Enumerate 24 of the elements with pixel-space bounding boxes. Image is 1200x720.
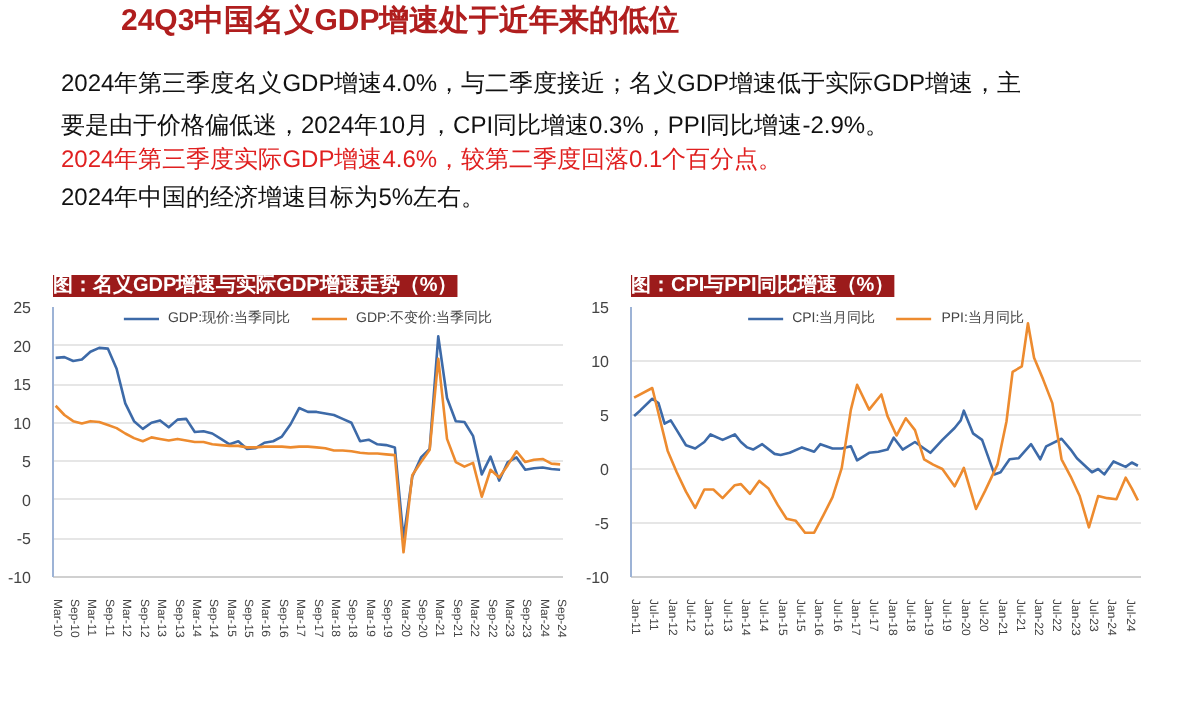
y-tick-label: 20 xyxy=(13,337,33,356)
y-tick-label: 10 xyxy=(591,353,611,371)
chart-title: 图：名义GDP增速与实际GDP增速走势（%） xyxy=(53,273,458,297)
text: 2024年第三季度实际GDP增速4.6%，较第二季度回落0.1个百分点。 xyxy=(61,145,783,173)
y-tick-label: 15 xyxy=(591,299,611,317)
y-tick-label: 25 xyxy=(13,299,33,317)
y-tick-label: 5 xyxy=(600,407,611,425)
y-tick-label: 0 xyxy=(22,491,33,510)
text: 2024年第三季度名义GDP增速4.0%，与二季度接近；名义GDP增速低于实际GDP增速，主要是由于价格偏低迷，2024年10月，CPI同比增速0.3%，PPI同比增速-2.9%。 xyxy=(61,69,1022,139)
line-series xyxy=(54,335,562,540)
text: 24Q3中国名义GDP增速处于近年来的低位 xyxy=(121,2,680,38)
line-series xyxy=(632,321,1140,535)
line-series xyxy=(632,397,1140,476)
y-tick-label: -5 xyxy=(594,515,611,533)
y-tick-label: 10 xyxy=(13,414,33,433)
y-tick-label: 15 xyxy=(13,376,33,395)
line-series xyxy=(54,357,562,554)
y-tick-label: -10 xyxy=(7,569,33,587)
y-tick-label: -5 xyxy=(16,530,33,549)
text: 2024年中国的经济增速目标为5%左右。 xyxy=(61,183,486,211)
y-tick-label: 0 xyxy=(600,461,611,479)
y-tick-label: 5 xyxy=(22,453,33,472)
y-tick-label: -10 xyxy=(585,569,611,587)
chart-title: 图：CPI与PPI同比增速（%） xyxy=(631,273,895,297)
